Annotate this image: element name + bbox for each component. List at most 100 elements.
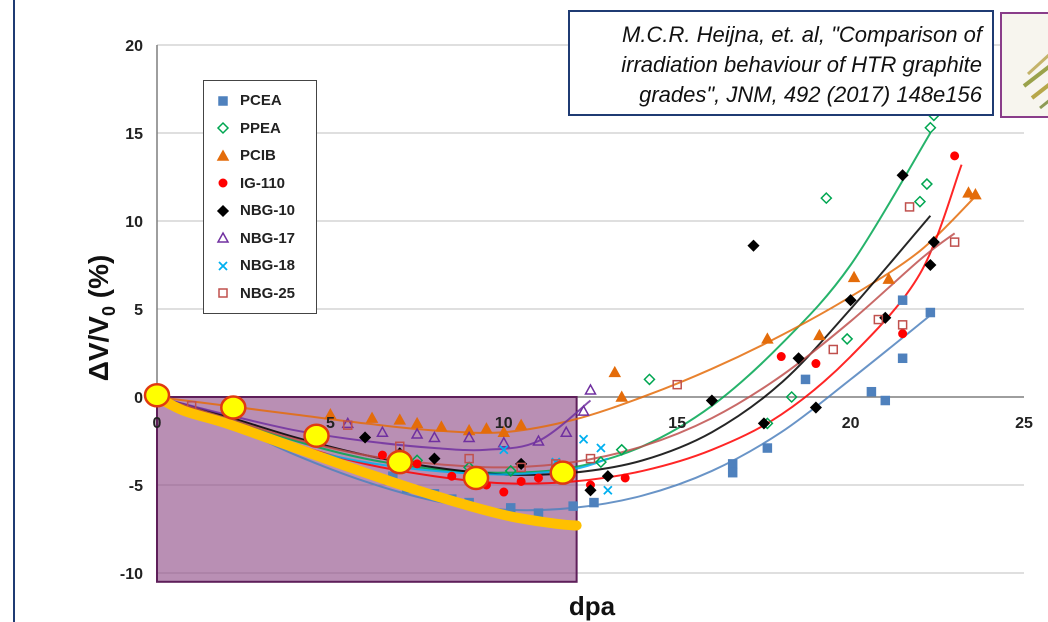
- point-ppea: [643, 373, 656, 386]
- trend-line-nbg-25: [156, 232, 956, 469]
- citation-box: M.C.R. Heijna, et. al, "Comparison of ir…: [568, 10, 994, 116]
- point-nbg-25: [672, 379, 682, 390]
- citation-line: irradiation behaviour of HTR graphite: [621, 52, 982, 77]
- point-nbg-17: [497, 436, 511, 448]
- point-pcea: [897, 295, 908, 305]
- legend-label: PCEA: [240, 92, 282, 110]
- graphite-rods-picture: [1022, 53, 1048, 110]
- legend-marker-pcea: [218, 96, 228, 106]
- point-pcea: [589, 497, 599, 508]
- point-nbg-17: [532, 434, 545, 446]
- point-pcib: [847, 270, 861, 283]
- point-pcea: [897, 353, 908, 364]
- y-tick-label: 20: [125, 38, 143, 55]
- point-nbg-17: [410, 427, 424, 439]
- point-nbg-10: [924, 258, 937, 272]
- point-pcea: [800, 374, 811, 385]
- point-nbg-10: [359, 431, 372, 444]
- legend-marker-ig-110: [218, 178, 228, 188]
- legend-marker: [218, 261, 228, 271]
- point-nbg-17: [584, 383, 597, 395]
- legend-marker: [218, 96, 228, 106]
- x-tick-label: 10: [495, 415, 513, 432]
- point-nbg-18: [578, 434, 589, 444]
- point-ig-110: [377, 450, 387, 460]
- point-pcea: [925, 307, 936, 318]
- legend-label: IG-110: [240, 174, 286, 192]
- point-ig-110: [447, 471, 457, 481]
- legend-marker-nbg-18: [218, 261, 228, 271]
- point-nbg-10: [705, 394, 718, 407]
- point-nbg-10: [809, 401, 822, 414]
- point-pcea: [866, 386, 877, 397]
- legend-marker: [216, 204, 230, 217]
- legend-marker: [216, 122, 230, 135]
- x-tick-label: 25: [1015, 415, 1033, 432]
- citation-line: grades", JNM, 492 (2017) 148e156: [639, 82, 982, 107]
- point-nbg-18: [596, 443, 606, 453]
- legend-marker-ppea: [216, 122, 230, 135]
- point-pcea: [762, 443, 773, 453]
- point-nbg-10: [601, 470, 614, 483]
- yellow-annotation-curve: [152, 392, 582, 531]
- point-nbg-10: [927, 236, 940, 249]
- highlight-marker: [386, 449, 414, 475]
- point-pcib: [410, 416, 424, 429]
- point-pcea: [880, 395, 891, 406]
- point-pcea: [568, 501, 578, 511]
- point-pcib: [462, 423, 476, 436]
- point-pcea: [505, 503, 516, 513]
- citation-line: M.C.R. Heijna, et. al, "Comparison of: [622, 22, 982, 47]
- point-nbg-10: [428, 452, 441, 465]
- point-nbg-18: [603, 485, 613, 495]
- point-nbg-25: [464, 453, 474, 464]
- point-nbg-17: [577, 404, 590, 416]
- point-ppea: [920, 177, 933, 191]
- highlight-marker: [549, 460, 577, 485]
- legend: PCEA PPEA PCIB IG-110 NBG-10 NBG-17 NBG-18 NBG-…: [203, 80, 317, 314]
- point-ig-110: [499, 487, 509, 497]
- legend-marker: [216, 231, 230, 243]
- point-pcib: [813, 328, 826, 341]
- point-nbg-25: [873, 314, 884, 325]
- x-tick-label: 0: [153, 415, 162, 432]
- point-pcib: [761, 332, 774, 344]
- point-pcea: [727, 459, 738, 469]
- legend-marker: [218, 288, 228, 298]
- point-pcib: [393, 413, 407, 425]
- point-nbg-17: [376, 425, 389, 437]
- point-nbg-17: [559, 425, 573, 437]
- legend-marker-nbg-25: [218, 288, 228, 298]
- y-tick-label: -10: [120, 566, 143, 583]
- point-pcib: [497, 425, 511, 437]
- legend-label: PCIB: [240, 147, 276, 165]
- point-ig-110: [516, 476, 526, 486]
- highlight-marker: [143, 382, 171, 408]
- point-nbg-10: [747, 239, 760, 252]
- yellow-curve: [152, 392, 582, 531]
- point-pcib: [608, 365, 622, 378]
- reference-thumbnail-image: [1000, 12, 1048, 118]
- highlight-marker: [303, 423, 330, 448]
- legend-item-pcea: PCEA: [216, 87, 316, 115]
- y-tick-label: -5: [129, 478, 143, 495]
- point-pcib: [615, 390, 628, 402]
- legend-item-ppea: PPEA: [216, 115, 316, 143]
- point-pcib: [882, 272, 896, 284]
- point-nbg-25: [904, 202, 915, 212]
- point-nbg-18: [499, 445, 509, 455]
- point-nbg-10: [844, 294, 857, 307]
- point-ppea: [504, 464, 517, 477]
- point-pcib: [324, 408, 337, 420]
- legend-marker-pcib: [216, 149, 230, 161]
- point-ppea: [615, 443, 628, 456]
- point-ppea: [913, 195, 927, 208]
- x-tick-label: 15: [668, 415, 686, 432]
- tick-labels: -10 -5 0 5 10 15 20 0 5 10 15 20 25: [120, 38, 1033, 583]
- point-pcib: [514, 418, 528, 430]
- point-nbg-25: [516, 462, 526, 473]
- x-tick-label: 20: [842, 415, 860, 432]
- y-tick-label: 15: [125, 126, 143, 143]
- legend-marker-nbg-10: [216, 204, 230, 217]
